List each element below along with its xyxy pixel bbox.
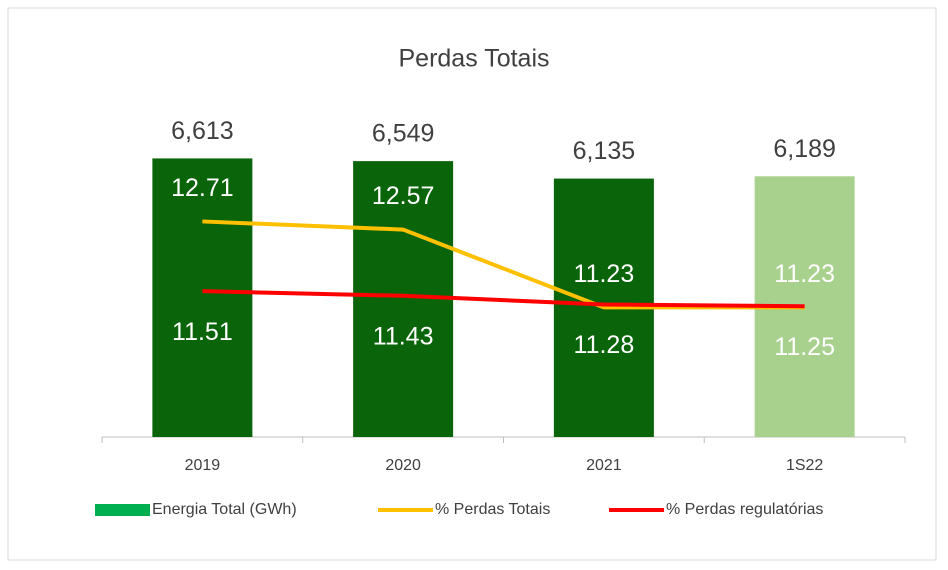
line-value-label: 11.23 [774, 260, 835, 288]
line-value-label: 11.51 [172, 318, 233, 346]
chart-title: Perdas Totais [398, 45, 549, 73]
x-tick-label: 2021 [586, 457, 622, 474]
bar-value-label: 6,549 [372, 120, 435, 148]
legend-label: Energia Total (GWh) [152, 501, 297, 518]
legend-label: % Perdas Totais [435, 501, 550, 518]
line-value-label: 11.43 [373, 322, 434, 350]
bar [152, 158, 253, 437]
line-value-label: 11.23 [574, 260, 635, 288]
bar-value-label: 6,189 [773, 135, 836, 163]
bar-value-label: 6,135 [573, 137, 636, 165]
legend-label: % Perdas regulatórias [666, 501, 823, 518]
bar-value-label: 6,613 [171, 117, 234, 145]
legend-swatch [95, 504, 150, 516]
line-series [202, 219, 805, 310]
line-value-label: 11.28 [574, 331, 635, 359]
line-value-label: 11.25 [774, 333, 835, 361]
x-tick-label: 1S22 [786, 457, 823, 474]
line-series [202, 289, 805, 309]
x-tick-label: 2020 [385, 457, 421, 474]
x-tick-label: 2019 [185, 457, 221, 474]
line-value-label: 12.71 [171, 174, 234, 202]
line-value-label: 12.57 [372, 182, 435, 210]
